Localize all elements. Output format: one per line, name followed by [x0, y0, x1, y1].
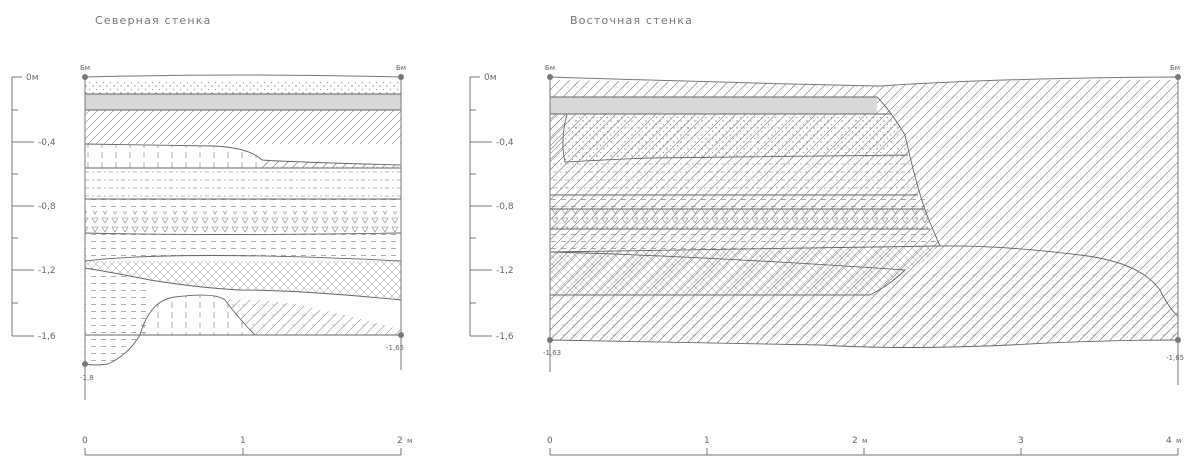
north-depth-label-2: -0,8: [38, 202, 56, 212]
north-boundary-lines: [84, 93, 402, 366]
north-layer-pit-bottom: [85, 335, 140, 365]
east-bottom-mark-left: -1,63: [543, 349, 561, 357]
east-depth-ruler: 0м -0,4 -0,8 -1,2 -1,6: [469, 73, 514, 342]
north-depth-label-3: -1,2: [38, 266, 56, 276]
north-layer-dashdot: [85, 168, 401, 199]
east-corner-label-right: Бм: [1170, 64, 1180, 72]
north-layer-lower-right: [225, 299, 401, 335]
north-scale-unit: м: [407, 437, 412, 445]
north-depth-label-1: -0,4: [38, 138, 56, 148]
north-wall-outline: [84, 74, 402, 364]
north-layer-lower-dashes: [85, 268, 150, 335]
north-bottom-mark-left: -1,8: [80, 374, 94, 382]
east-scale-tick-4: 4: [1166, 436, 1172, 446]
east-scale-tick-0: 0: [547, 436, 553, 446]
north-scale-tick-0: 0: [82, 436, 88, 446]
north-bottom-mark-right: -1,65: [386, 344, 404, 352]
east-depth-label-4: -1,6: [496, 332, 514, 342]
east-corner-point-left: [547, 74, 553, 80]
north-corner-label-right: Бм: [396, 64, 406, 72]
east-depth-label-3: -1,2: [496, 266, 514, 276]
east-scale-bar: 0 1 2 м 3 4 м: [547, 436, 1181, 456]
east-scale-unit-mid: м: [862, 437, 867, 445]
east-layer-triangles: [550, 209, 930, 229]
north-wall-layers: [85, 82, 401, 365]
north-layer-cross-hatched: [85, 261, 401, 300]
east-layer-lower-diagonal: [550, 264, 1178, 348]
north-depth-label-0: 0м: [26, 73, 39, 83]
east-depth-label-1: -0,4: [496, 138, 514, 148]
north-layer-vertical-lens: [85, 144, 262, 168]
east-depth-label-2: -0,8: [496, 202, 514, 212]
east-corner-point-right: [1175, 74, 1181, 80]
north-wall-section: Северная стенка 0м -0,4 -0,8 -1,2 -1,6: [11, 14, 412, 456]
east-wall-section: Восточная стенка 0м -0,4 -0,8 -1,2 -1,6: [469, 14, 1184, 456]
north-layer-topsoil: [85, 82, 401, 94]
east-layer-cross-hatched: [550, 246, 938, 295]
east-corner-label-left: Бм: [545, 64, 555, 72]
north-layer-dashes: [85, 199, 401, 211]
east-wall-outline: [549, 76, 1179, 340]
north-corner-point-left: [82, 74, 88, 80]
east-scale-tick-3: 3: [1018, 436, 1024, 446]
east-boundary-lines: [549, 96, 1179, 348]
east-bottom-mark-right: -1,65: [1166, 354, 1184, 362]
north-depth-ruler: 0м -0,4 -0,8 -1,2 -1,6: [11, 73, 56, 342]
east-wall-title: Восточная стенка: [570, 14, 693, 27]
north-scale-bar: 0 1 2 м: [82, 436, 412, 456]
east-layer-dashes: [550, 195, 925, 209]
north-layer-hatched: [85, 110, 401, 144]
north-depth-label-4: -1,6: [38, 332, 56, 342]
east-scale-unit: м: [1176, 437, 1181, 445]
east-scale-tick-1: 1: [704, 436, 710, 446]
north-wall-title: Северная стенка: [95, 14, 212, 27]
east-scale-tick-2: 2: [852, 436, 858, 446]
north-scale-tick-2: 2: [397, 436, 403, 446]
north-corner-point-right: [398, 74, 404, 80]
east-layer-gray-band: [550, 97, 877, 114]
north-layer-vertical-pocket: [140, 295, 255, 335]
east-layer-dotted: [562, 114, 908, 162]
east-layer-dashdot: [550, 155, 918, 195]
east-wall-layers: [550, 79, 1178, 348]
east-depth-label-0: 0м: [484, 73, 497, 83]
north-layer-triangles: [85, 211, 401, 233]
north-layer-banded: [85, 233, 401, 261]
north-layer-gray-band: [85, 94, 401, 110]
north-scale-tick-1: 1: [240, 436, 246, 446]
east-layer-thin-band: [550, 229, 938, 252]
north-corner-label-left: Бм: [80, 64, 90, 72]
